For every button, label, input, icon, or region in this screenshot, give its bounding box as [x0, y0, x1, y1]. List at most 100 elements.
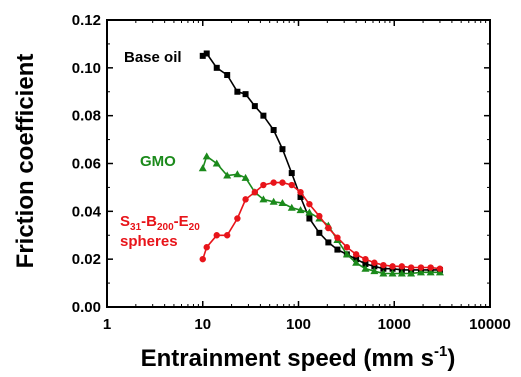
x-tick-label: 1	[103, 316, 111, 333]
series-label-gmo: GMO	[140, 153, 176, 170]
data-point-triangle	[241, 173, 250, 181]
data-point-circle	[306, 200, 313, 208]
data-point-circle	[270, 179, 277, 186]
y-tick-label: 0.00	[72, 299, 101, 316]
data-point-triangle	[361, 264, 370, 272]
data-point-circle	[288, 181, 295, 189]
data-point-triangle	[296, 206, 305, 214]
x-axis-title-sup: -1	[434, 343, 447, 360]
data-point-triangle	[397, 269, 406, 277]
x-axis-title-main: Entrainment speed (mm s	[141, 345, 434, 372]
data-point-triangle	[388, 269, 397, 277]
data-point-square	[199, 52, 206, 59]
data-point-circle	[343, 244, 351, 251]
data-point-circle	[242, 196, 249, 203]
data-point-circle	[407, 264, 415, 271]
data-point-square	[242, 91, 249, 98]
data-point-square	[297, 193, 304, 200]
series-line-2	[202, 181, 441, 270]
data-point-triangle	[379, 269, 388, 277]
data-point-square	[288, 170, 295, 177]
data-point-triangle	[342, 250, 351, 258]
data-point-circle	[334, 234, 341, 241]
y-tick-label: 0.08	[72, 108, 101, 125]
data-point-circle	[260, 181, 267, 189]
x-axis-title-end: )	[447, 345, 455, 372]
axes: 0.00 0.02 0.04 0.06 0.08 0.10 0.12 1 10 100 1000 10…	[72, 12, 511, 333]
data-point-square	[371, 263, 378, 270]
data-point-square	[203, 50, 210, 57]
data-point-circle	[279, 179, 286, 186]
data-point-triangle	[202, 152, 211, 160]
data-point-triangle	[269, 197, 278, 205]
data-point-triangle	[259, 195, 268, 203]
y-tick-label: 0.10	[72, 60, 101, 77]
x-tick-label: 10	[194, 316, 211, 333]
data-point-circle	[380, 261, 387, 269]
data-point-circle	[297, 189, 304, 196]
data-point-triangle	[426, 268, 435, 276]
data-point-circle	[316, 212, 323, 220]
data-point-square	[260, 112, 267, 119]
spheres-label-s: S	[120, 213, 130, 230]
data-point-circle	[213, 232, 220, 239]
data-point-square	[270, 127, 277, 134]
data-point-triangle	[223, 171, 232, 179]
data-point-square	[362, 260, 369, 267]
data-point-triangle	[370, 267, 379, 275]
data-point-circle	[371, 259, 378, 266]
spheres-label-sub2: 200	[157, 222, 174, 233]
data-point-square	[213, 64, 220, 71]
x-axis-title: Entrainment speed (mm s-1)	[141, 343, 456, 372]
x-tick-label: 1000	[378, 316, 411, 333]
data-point-circle	[436, 265, 444, 272]
y-axis-title: Friction coefficient	[12, 54, 39, 269]
series-label-base-oil: Base oil	[124, 49, 182, 66]
y-tick-label: 0.12	[72, 12, 101, 29]
y-tick-label: 0.02	[72, 251, 101, 268]
data-point-circle	[398, 263, 406, 270]
data-point-square	[234, 88, 241, 95]
data-point-triangle	[287, 203, 296, 211]
data-point-triangle	[212, 159, 221, 167]
spheres-label-sub3: 20	[189, 222, 201, 233]
data-point-circle	[203, 244, 210, 251]
spheres-label-b: -B	[141, 213, 157, 230]
data-point-square	[380, 265, 387, 272]
series-line-0	[202, 52, 440, 271]
data-point-circle	[362, 255, 369, 263]
series-label-spheres-line1: S31-B200-E20	[120, 213, 200, 233]
data-point-circle	[417, 264, 425, 271]
data-point-circle	[427, 264, 434, 271]
data-point-square	[334, 246, 341, 253]
y-tick-label: 0.04	[72, 203, 102, 220]
x-tick-label: 10000	[469, 316, 511, 333]
data-point-square	[251, 103, 258, 110]
data-point-square	[306, 215, 313, 222]
data-point-circle	[251, 189, 259, 196]
data-point-triangle	[233, 170, 242, 178]
data-point-circle	[234, 215, 241, 222]
data-point-square	[279, 146, 286, 153]
data-point-triangle	[407, 269, 416, 277]
data-point-triangle	[416, 268, 425, 276]
data-point-circle	[389, 263, 396, 270]
data-point-square	[224, 72, 231, 79]
data-point-circle	[352, 251, 360, 258]
data-point-triangle	[198, 164, 207, 172]
spheres-label-e: -E	[174, 213, 189, 230]
data-point-triangle	[352, 258, 361, 266]
x-tick-label: 100	[286, 316, 311, 333]
spheres-label-sub1: 31	[130, 222, 142, 233]
data-point-square	[316, 229, 323, 236]
series-label-spheres-line2: spheres	[120, 233, 178, 250]
series-layer	[198, 50, 444, 277]
y-tick-label: 0.06	[72, 156, 101, 173]
data-point-triangle	[278, 198, 287, 206]
data-point-circle	[325, 224, 332, 232]
data-point-triangle	[305, 208, 314, 216]
data-point-circle	[223, 232, 231, 239]
data-point-circle	[199, 255, 206, 263]
